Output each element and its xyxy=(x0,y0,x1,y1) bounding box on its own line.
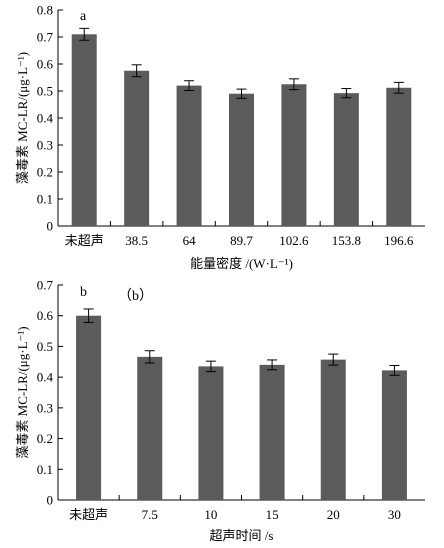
bar-5 xyxy=(333,93,359,226)
bar-1 xyxy=(124,70,150,226)
panel-letter: b xyxy=(80,285,87,300)
bar-1 xyxy=(137,356,163,500)
x-tick-label: 38.5 xyxy=(125,233,148,248)
bar-5 xyxy=(381,370,407,500)
x-tick-label: 196.6 xyxy=(384,233,414,248)
bar-0 xyxy=(76,315,102,500)
x-tick-label: 10 xyxy=(204,507,217,522)
bar-3 xyxy=(259,364,285,500)
y-tick-label: 0.2 xyxy=(37,431,53,446)
x-tick-label: 64 xyxy=(183,233,197,248)
chart-panel-a: 0 0.1 0.2 0.3 0.4 0.5 0.6 0.7 0.8 未超声 38.5 64 89.7 10… xyxy=(15,3,425,271)
y-tick-label: 0.2 xyxy=(37,165,53,180)
y-tick-label: 0.7 xyxy=(37,278,54,293)
y-tick-label: 0.3 xyxy=(37,138,53,153)
y-tick-label: 0.1 xyxy=(37,192,53,207)
x-axis-title: 超声时间 /s xyxy=(210,528,274,543)
x-tick-label: 未超声 xyxy=(65,233,104,248)
y-tick-label: 0.7 xyxy=(37,30,54,45)
x-axis-title: 能量密度 /(W·L⁻¹) xyxy=(190,256,293,271)
y-tick-label: 0.3 xyxy=(37,400,53,415)
panel-annotation: （b） xyxy=(118,288,153,304)
y-tick-label: 0.6 xyxy=(37,308,54,323)
x-tick-label: 未超声 xyxy=(69,507,108,522)
x-tick-label: 30 xyxy=(388,507,401,522)
chart-panel-b: 0 0.1 0.2 0.3 0.4 0.5 0.6 0.7 未超声 7.5 10 15 20 30 超声时间… xyxy=(15,278,425,543)
x-tick-label: 89.7 xyxy=(230,233,253,248)
x-tick-label: 15 xyxy=(266,507,279,522)
y-tick-label: 0 xyxy=(47,493,54,508)
bar-3 xyxy=(229,93,254,226)
y-tick-label: 0.5 xyxy=(37,339,53,354)
y-tick-label: 0.5 xyxy=(37,84,53,99)
y-tick-label: 0.4 xyxy=(37,111,54,126)
y-axis-title: 藻毒素 MC-LR/(μg·L⁻¹) xyxy=(15,52,30,184)
y-axis-title: 藻毒素 MC-LR/(μg·L⁻¹) xyxy=(15,326,30,458)
x-tick-label: 102.6 xyxy=(279,233,309,248)
y-tick-label: 0.6 xyxy=(37,57,54,72)
bar-6 xyxy=(386,87,412,226)
bar-2 xyxy=(176,85,202,226)
bar-4 xyxy=(320,359,346,500)
x-tick-label: 153.8 xyxy=(332,233,361,248)
y-tick-label: 0.1 xyxy=(37,462,53,477)
x-tick-label: 20 xyxy=(327,507,340,522)
bar-4 xyxy=(281,84,307,226)
y-tick-label: 0.8 xyxy=(37,3,53,18)
bar-0 xyxy=(71,34,97,226)
y-tick-label: 0 xyxy=(47,219,54,234)
y-tick-label: 0.4 xyxy=(37,370,54,385)
bar-2 xyxy=(198,366,224,500)
x-tick-label: 7.5 xyxy=(142,507,158,522)
panel-letter: a xyxy=(80,9,87,24)
